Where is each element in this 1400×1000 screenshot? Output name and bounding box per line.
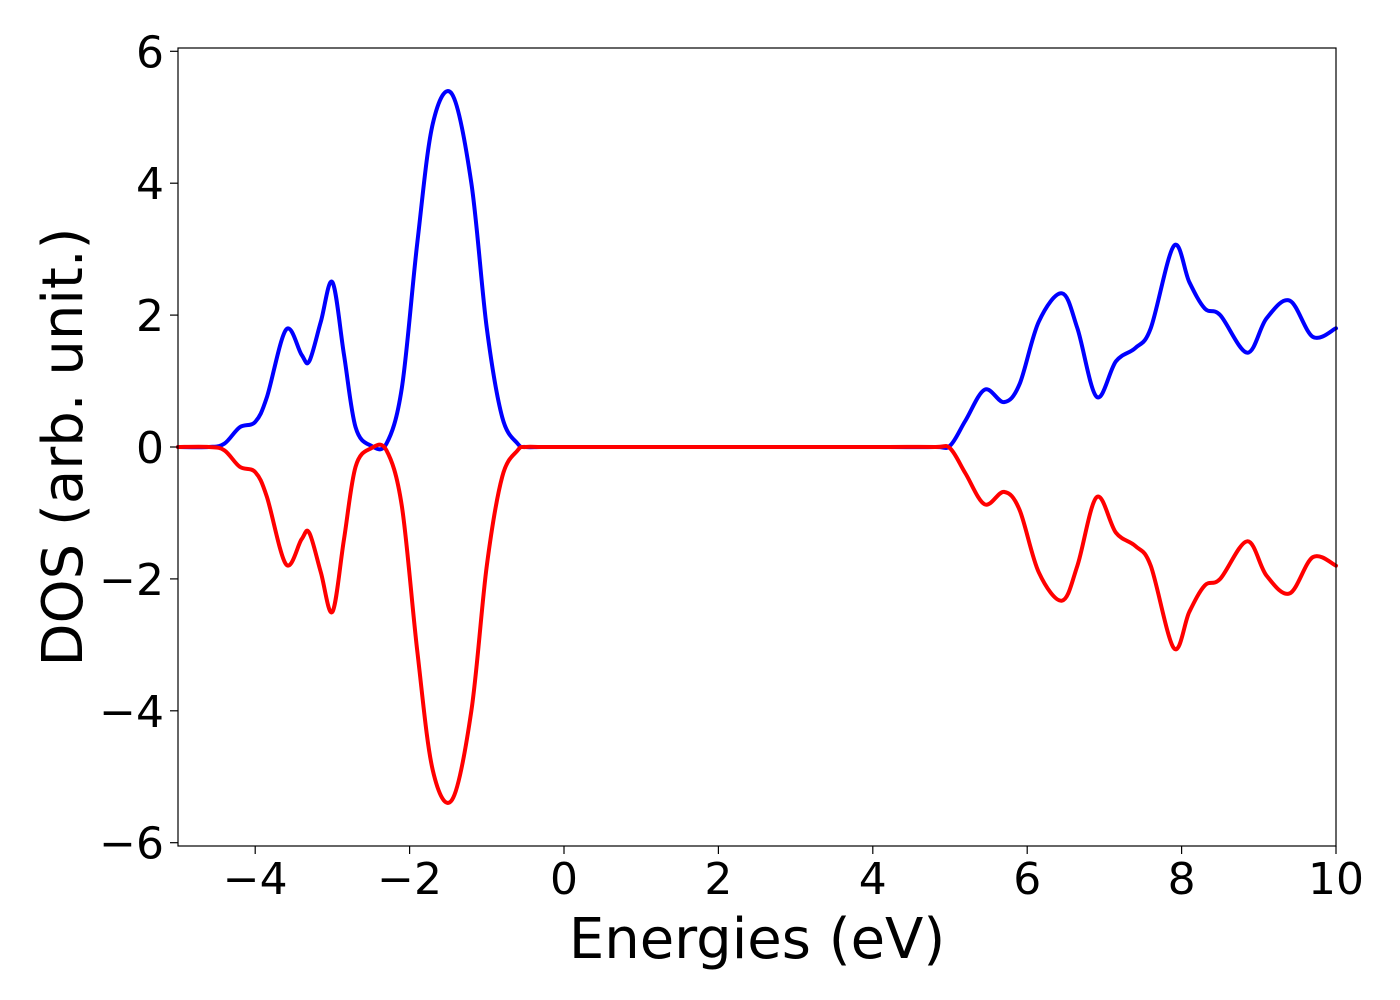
y-tick-label: 2 <box>136 291 164 342</box>
x-tick-label: 0 <box>550 854 578 905</box>
x-axis-ticks: −4 −2 0 2 4 6 8 10 <box>223 846 1364 905</box>
x-tick-label: 6 <box>1013 854 1041 905</box>
x-tick-label: 4 <box>859 854 887 905</box>
y-tick-label: 4 <box>136 159 164 210</box>
series-layer <box>176 89 1338 805</box>
y-tick-label: −6 <box>99 819 164 870</box>
y-tick-label: 6 <box>136 27 164 78</box>
x-tick-label: 8 <box>1168 854 1196 905</box>
x-tick-label: 10 <box>1308 854 1364 905</box>
x-tick-label: −2 <box>377 854 442 905</box>
y-axis-title: DOS (arb. unit.) <box>31 227 96 666</box>
x-tick-label: 2 <box>704 854 732 905</box>
y-tick-label: −4 <box>99 687 164 738</box>
x-tick-label: −4 <box>223 854 288 905</box>
y-tick-label: −2 <box>99 555 164 606</box>
y-axis-ticks: −6 −4 −2 0 2 4 6 <box>99 27 178 870</box>
x-axis-title: Energies (eV) <box>569 907 945 972</box>
y-tick-label: 0 <box>136 423 164 474</box>
series-line-2 <box>176 442 1338 805</box>
